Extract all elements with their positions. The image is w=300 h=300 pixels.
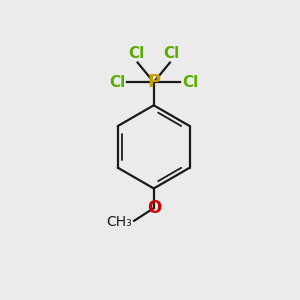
Text: Cl: Cl: [182, 75, 198, 90]
Text: Cl: Cl: [163, 46, 179, 61]
Text: P: P: [147, 73, 160, 91]
Text: CH₃: CH₃: [106, 215, 132, 229]
Text: O: O: [147, 199, 161, 217]
Text: Cl: Cl: [128, 46, 145, 61]
Text: Cl: Cl: [109, 75, 125, 90]
